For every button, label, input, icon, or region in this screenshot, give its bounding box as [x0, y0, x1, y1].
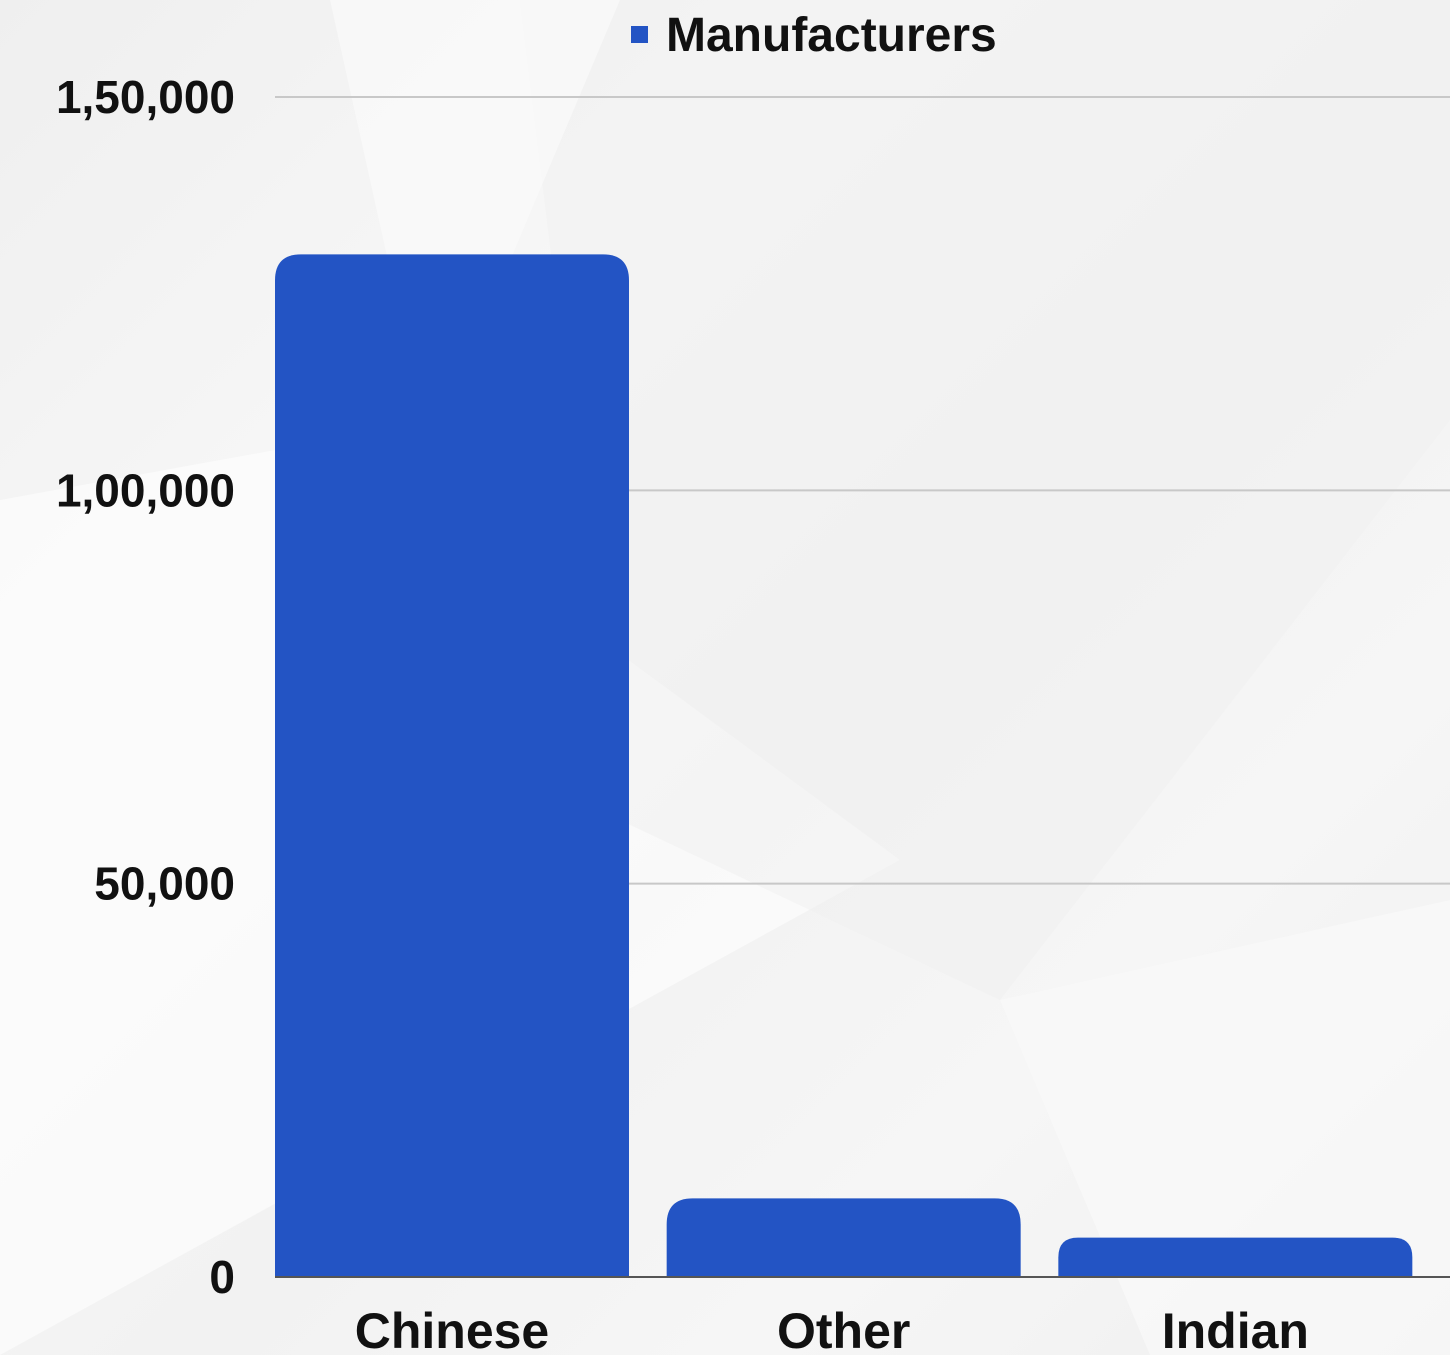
x-axis-categories: Chinese Other Indian — [355, 1303, 1309, 1355]
y-axis-ticks: 0 50,000 1,00,000 1,50,000 — [56, 71, 235, 1303]
bars — [275, 254, 1413, 1278]
y-tick-label: 0 — [209, 1251, 235, 1303]
x-category-label: Indian — [1162, 1303, 1309, 1355]
legend: Manufacturers — [631, 9, 997, 62]
y-tick-label: 1,50,000 — [56, 71, 235, 123]
bar-indian — [1058, 1237, 1413, 1277]
bar-chinese — [275, 254, 629, 1278]
legend-swatch — [631, 26, 648, 43]
x-category-label: Other — [777, 1303, 910, 1355]
bar-other — [666, 1198, 1021, 1277]
legend-label: Manufacturers — [666, 9, 997, 62]
y-tick-label: 1,00,000 — [56, 464, 235, 516]
y-tick-label: 50,000 — [94, 858, 235, 910]
x-category-label: Chinese — [355, 1303, 550, 1355]
